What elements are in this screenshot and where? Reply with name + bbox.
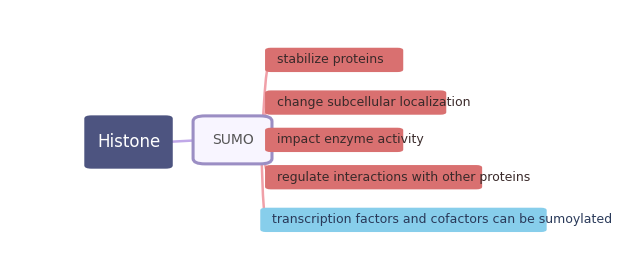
FancyBboxPatch shape	[265, 90, 446, 115]
Text: change subcellular localization: change subcellular localization	[276, 96, 470, 109]
Text: regulate interactions with other proteins: regulate interactions with other protein…	[276, 171, 530, 184]
Text: transcription factors and cofactors can be sumoylated: transcription factors and cofactors can …	[271, 213, 612, 226]
FancyBboxPatch shape	[265, 165, 482, 189]
Text: SUMO: SUMO	[212, 133, 254, 147]
FancyBboxPatch shape	[265, 128, 404, 152]
FancyBboxPatch shape	[193, 116, 272, 164]
Text: impact enzyme activity: impact enzyme activity	[276, 134, 423, 146]
FancyBboxPatch shape	[85, 115, 173, 169]
Text: Histone: Histone	[97, 133, 160, 151]
FancyBboxPatch shape	[265, 48, 404, 72]
FancyBboxPatch shape	[260, 208, 547, 232]
Text: stabilize proteins: stabilize proteins	[276, 53, 383, 66]
